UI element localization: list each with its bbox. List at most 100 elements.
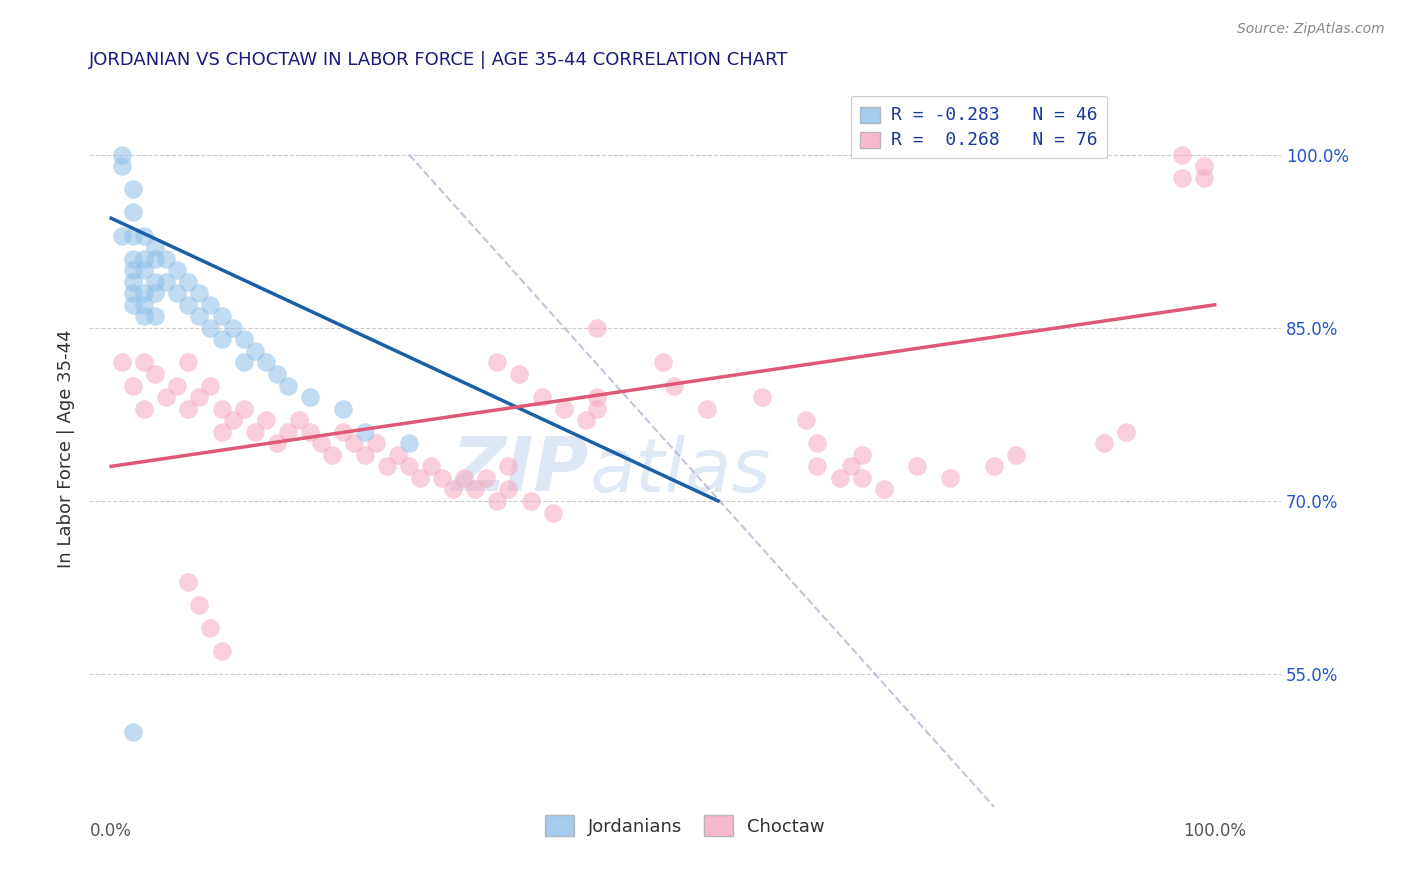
Point — [266, 367, 288, 381]
Point — [122, 275, 145, 289]
Point — [298, 425, 321, 439]
Point — [200, 321, 222, 335]
Point — [332, 401, 354, 416]
Point — [155, 252, 177, 266]
Point — [939, 471, 962, 485]
Point — [652, 355, 675, 369]
Point — [1192, 159, 1215, 173]
Point — [905, 459, 928, 474]
Point — [309, 436, 332, 450]
Point — [839, 459, 862, 474]
Point — [872, 483, 894, 497]
Point — [122, 724, 145, 739]
Point — [696, 401, 718, 416]
Point — [432, 471, 454, 485]
Point — [232, 401, 254, 416]
Point — [111, 355, 134, 369]
Point — [585, 321, 607, 335]
Point — [211, 310, 233, 324]
Point — [188, 598, 211, 612]
Point — [243, 425, 266, 439]
Point — [177, 574, 200, 589]
Point — [243, 343, 266, 358]
Point — [134, 263, 156, 277]
Point — [122, 286, 145, 301]
Point — [851, 471, 873, 485]
Point — [221, 413, 243, 427]
Point — [188, 286, 211, 301]
Point — [232, 355, 254, 369]
Point — [1092, 436, 1115, 450]
Point — [519, 494, 541, 508]
Point — [143, 367, 166, 381]
Point — [398, 459, 420, 474]
Point — [122, 263, 145, 277]
Point — [508, 367, 530, 381]
Point — [575, 413, 598, 427]
Text: atlas: atlas — [589, 435, 770, 507]
Point — [553, 401, 575, 416]
Point — [143, 240, 166, 254]
Point — [134, 228, 156, 243]
Point — [188, 390, 211, 404]
Point — [585, 401, 607, 416]
Point — [475, 471, 498, 485]
Text: ZIP: ZIP — [453, 434, 589, 508]
Point — [530, 390, 553, 404]
Point — [143, 286, 166, 301]
Point — [277, 378, 299, 392]
Point — [453, 471, 475, 485]
Point — [277, 425, 299, 439]
Point — [166, 286, 188, 301]
Point — [354, 425, 377, 439]
Point — [211, 401, 233, 416]
Point — [298, 390, 321, 404]
Point — [122, 182, 145, 196]
Point — [111, 228, 134, 243]
Point — [398, 436, 420, 450]
Point — [343, 436, 366, 450]
Point — [134, 286, 156, 301]
Point — [134, 355, 156, 369]
Point — [266, 436, 288, 450]
Point — [662, 378, 685, 392]
Point — [221, 321, 243, 335]
Point — [200, 621, 222, 635]
Point — [354, 448, 377, 462]
Point — [122, 252, 145, 266]
Point — [585, 390, 607, 404]
Point — [177, 401, 200, 416]
Point — [1170, 147, 1192, 161]
Text: JORDANIAN VS CHOCTAW IN LABOR FORCE | AGE 35-44 CORRELATION CHART: JORDANIAN VS CHOCTAW IN LABOR FORCE | AG… — [89, 51, 789, 69]
Point — [134, 252, 156, 266]
Point — [200, 378, 222, 392]
Point — [321, 448, 343, 462]
Point — [211, 644, 233, 658]
Point — [134, 401, 156, 416]
Point — [122, 228, 145, 243]
Point — [143, 275, 166, 289]
Point — [134, 298, 156, 312]
Point — [122, 298, 145, 312]
Point — [134, 310, 156, 324]
Point — [254, 413, 277, 427]
Point — [155, 390, 177, 404]
Point — [806, 459, 828, 474]
Point — [541, 506, 564, 520]
Point — [1005, 448, 1028, 462]
Point — [143, 310, 166, 324]
Point — [1192, 170, 1215, 185]
Point — [166, 378, 188, 392]
Point — [751, 390, 773, 404]
Text: Source: ZipAtlas.com: Source: ZipAtlas.com — [1237, 22, 1385, 37]
Point — [254, 355, 277, 369]
Point — [375, 459, 398, 474]
Point — [420, 459, 443, 474]
Point — [143, 252, 166, 266]
Point — [441, 483, 464, 497]
Point — [486, 355, 509, 369]
Point — [464, 483, 486, 497]
Point — [211, 333, 233, 347]
Legend: Jordanians, Choctaw: Jordanians, Choctaw — [537, 808, 832, 844]
Point — [409, 471, 432, 485]
